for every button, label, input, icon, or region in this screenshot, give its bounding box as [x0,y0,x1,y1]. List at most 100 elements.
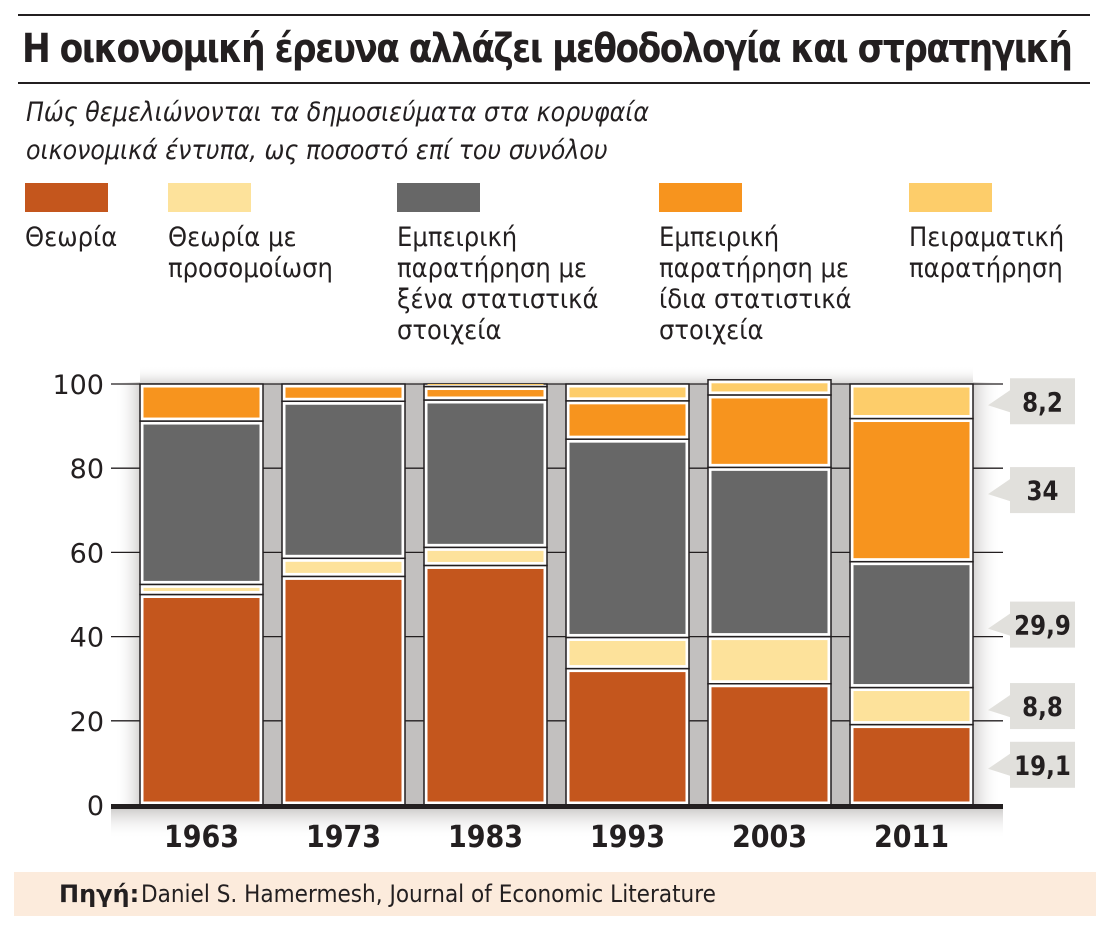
legend-label: Εμπειρική παρατήρηση με ίδια στατιστικά … [659,222,852,346]
bar-segment [285,579,402,802]
bar-segment [569,404,686,436]
y-tick-label: 100 [52,370,104,401]
x-tick-label: 2011 [874,820,949,855]
callout-label: 8,8 [1022,691,1063,722]
callout: 29,9 [988,601,1075,648]
callout-pointer [988,479,1010,502]
legend-item-theory: Θεωρία [25,183,285,253]
bar-segment [427,568,544,802]
callout: 34 [988,467,1075,514]
bar-segment [853,565,970,685]
callout-label: 8,2 [1022,386,1063,417]
bar-segment [285,404,402,555]
bar-segment [711,398,828,464]
y-tick-label: 0 [87,791,104,822]
bar-segment [285,387,402,398]
legend-label: Θεωρία [25,222,118,253]
top-rule [18,14,1090,16]
callout-pointer [988,613,1010,636]
plot-band [140,384,973,805]
plot-shadow-left [115,382,140,805]
callout-label: 19,1 [1014,750,1071,781]
legend-swatch [25,183,108,212]
callout-box [1010,741,1075,788]
x-tick-label: 2003 [732,820,807,855]
bar-1993 [565,383,690,806]
bar-segment [427,390,544,397]
y-tick-label: 20 [70,707,104,738]
plot-shadow-right [973,382,1001,805]
bar-2011 [849,383,974,806]
bar-segment [143,598,260,802]
bar-segment [853,387,970,416]
x-axis-baseline [111,804,1003,809]
bar-segment [711,640,828,681]
bars [139,379,974,806]
bar-segment [143,424,260,581]
x-tick-label: 1963 [164,820,239,855]
bar-segment [853,691,970,722]
source-label: Πηγή: [59,880,140,908]
callouts: 8,2 34 29,9 8,8 19,1 [988,378,1075,788]
bar-segment [569,640,686,666]
bar-1973 [281,383,406,806]
bar-segment [569,442,686,634]
x-tick-label: 1983 [448,820,523,855]
legend-swatch [397,183,480,212]
plot-shadow-bottom [111,809,1003,839]
callout-box [1010,601,1075,648]
callout-box [1010,378,1075,425]
callout: 8,8 [988,683,1075,730]
legend-swatch [909,183,992,212]
source-footer: Πηγή: Daniel S. Hamermesh, Journal of Ec… [14,872,1096,916]
bar-segment [711,687,828,802]
bar-segment [853,422,970,559]
legend-item-experimental: Πειραματική παρατήρηση [909,183,1108,284]
subtitle-line-1: Πώς θεμελιώνονται τα δημοσιεύματα στα κο… [26,97,649,128]
y-tick-label: 80 [70,454,104,485]
chart-title: Η οικονομική έρευνα αλλάζει μεθοδολογία … [22,26,1073,72]
bar-segment [711,383,828,392]
bar-segment [143,387,260,418]
bar-segment [427,403,544,544]
legend-swatch [168,183,251,212]
plot-shadow-top [140,366,973,384]
callout-box [1010,683,1075,730]
y-tick-label: 60 [70,538,104,569]
callout-label: 34 [1027,475,1059,506]
bar-segment [285,561,402,573]
y-axis: 0 20 40 60 80 100 [52,370,104,822]
bar-1963 [139,383,264,806]
bar-2003 [707,379,832,806]
title-rule [18,82,1090,84]
subtitle-line-2: οικονομικά έντυπα, ως ποσοστό επί του συ… [26,135,608,166]
callout: 8,2 [988,378,1075,425]
legend-swatch [659,183,742,212]
callout-pointer [988,753,1010,776]
legend-item-theory-simulation: Θεωρία με προσομοίωση [168,183,428,284]
bar-1983 [423,383,548,806]
bar-segment [427,384,544,385]
source-text: Daniel S. Hamermesh, Journal of Economic… [141,880,716,908]
legend-item-empirical-foreign-data: Εμπειρική παρατήρηση με ξένα στατιστικά … [397,183,657,346]
x-axis: 1963 1973 1983 1993 2003 2011 [111,804,1003,854]
chart-subtitle: Πώς θεμελιώνονται τα δημοσιεύματα στα κο… [26,94,649,170]
legend-label: Πειραματική παρατήρηση [909,222,1065,284]
legend-label: Θεωρία με προσομοίωση [168,222,333,284]
callout-pointer [988,390,1010,413]
legend-label: Εμπειρική παρατήρηση με ξένα στατιστικά … [397,222,599,346]
callout-box [1010,467,1075,514]
x-tick-label: 1973 [306,820,381,855]
bar-segment [853,728,970,802]
bar-segment [711,470,828,634]
bar-segment [569,672,686,802]
legend-item-empirical-own-data: Εμπειρική παρατήρηση με ίδια στατιστικά … [659,183,919,346]
callout-pointer [988,695,1010,718]
bar-segment [143,587,260,591]
callout-label: 29,9 [1014,610,1071,641]
callout: 19,1 [988,741,1075,788]
bar-segment [569,387,686,398]
x-tick-label: 1993 [590,820,665,855]
y-tick-label: 40 [70,623,104,654]
